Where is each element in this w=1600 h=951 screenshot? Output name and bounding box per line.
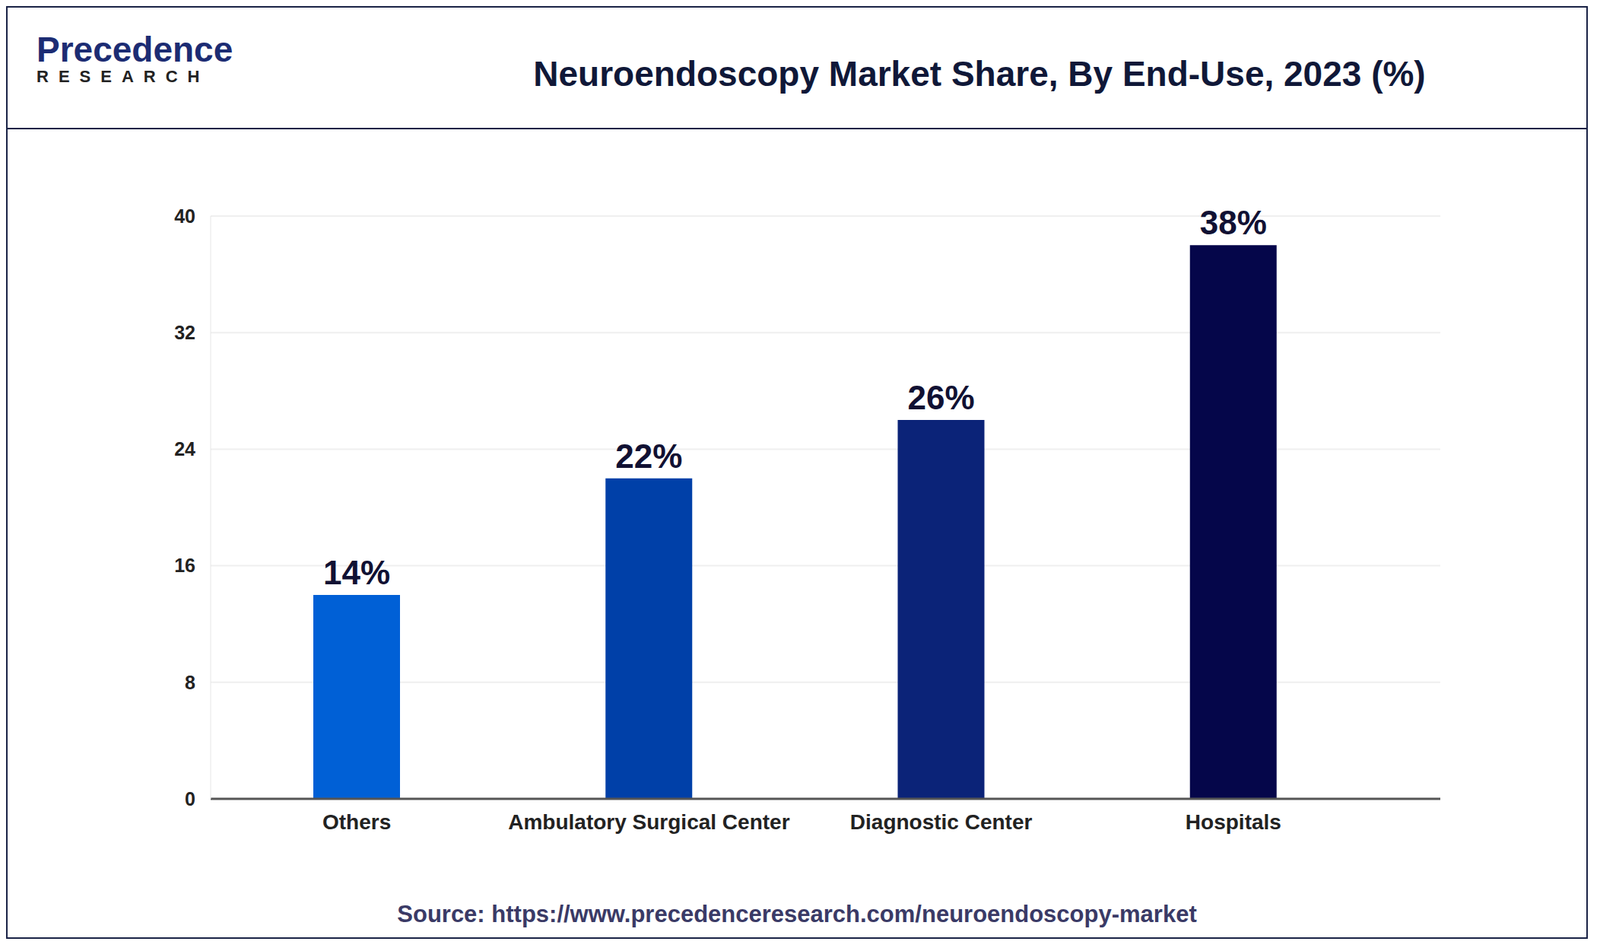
svg-text:16: 16 [174, 554, 196, 576]
svg-text:32: 32 [174, 321, 196, 343]
html-text:Source: https://www.precedence: Source: https://www.precedenceresearch.c… [397, 900, 1197, 927]
html-text:RESEARCH: RESEARCH [36, 66, 210, 86]
svg-text:38%: 38% [1200, 203, 1267, 242]
svg-text:Diagnostic Center: Diagnostic Center [850, 809, 1033, 834]
svg-text:26%: 26% [907, 378, 975, 416]
html-text:Precedence: Precedence [36, 29, 233, 70]
svg-text:Hospitals: Hospitals [1185, 809, 1282, 834]
svg-text:Others: Others [322, 809, 391, 834]
svg-text:14%: 14% [323, 553, 391, 591]
svg-text:22%: 22% [615, 437, 683, 475]
html-text:Neuroendoscopy Market Share, B: Neuroendoscopy Market Share, By End-Use,… [533, 53, 1426, 94]
svg-text:0: 0 [184, 787, 196, 810]
svg-text:24: 24 [174, 438, 196, 460]
svg-text:8: 8 [184, 671, 196, 693]
svg-text:Ambulatory Surgical Center: Ambulatory Surgical Center [507, 809, 790, 834]
svg-text:40: 40 [174, 205, 196, 227]
